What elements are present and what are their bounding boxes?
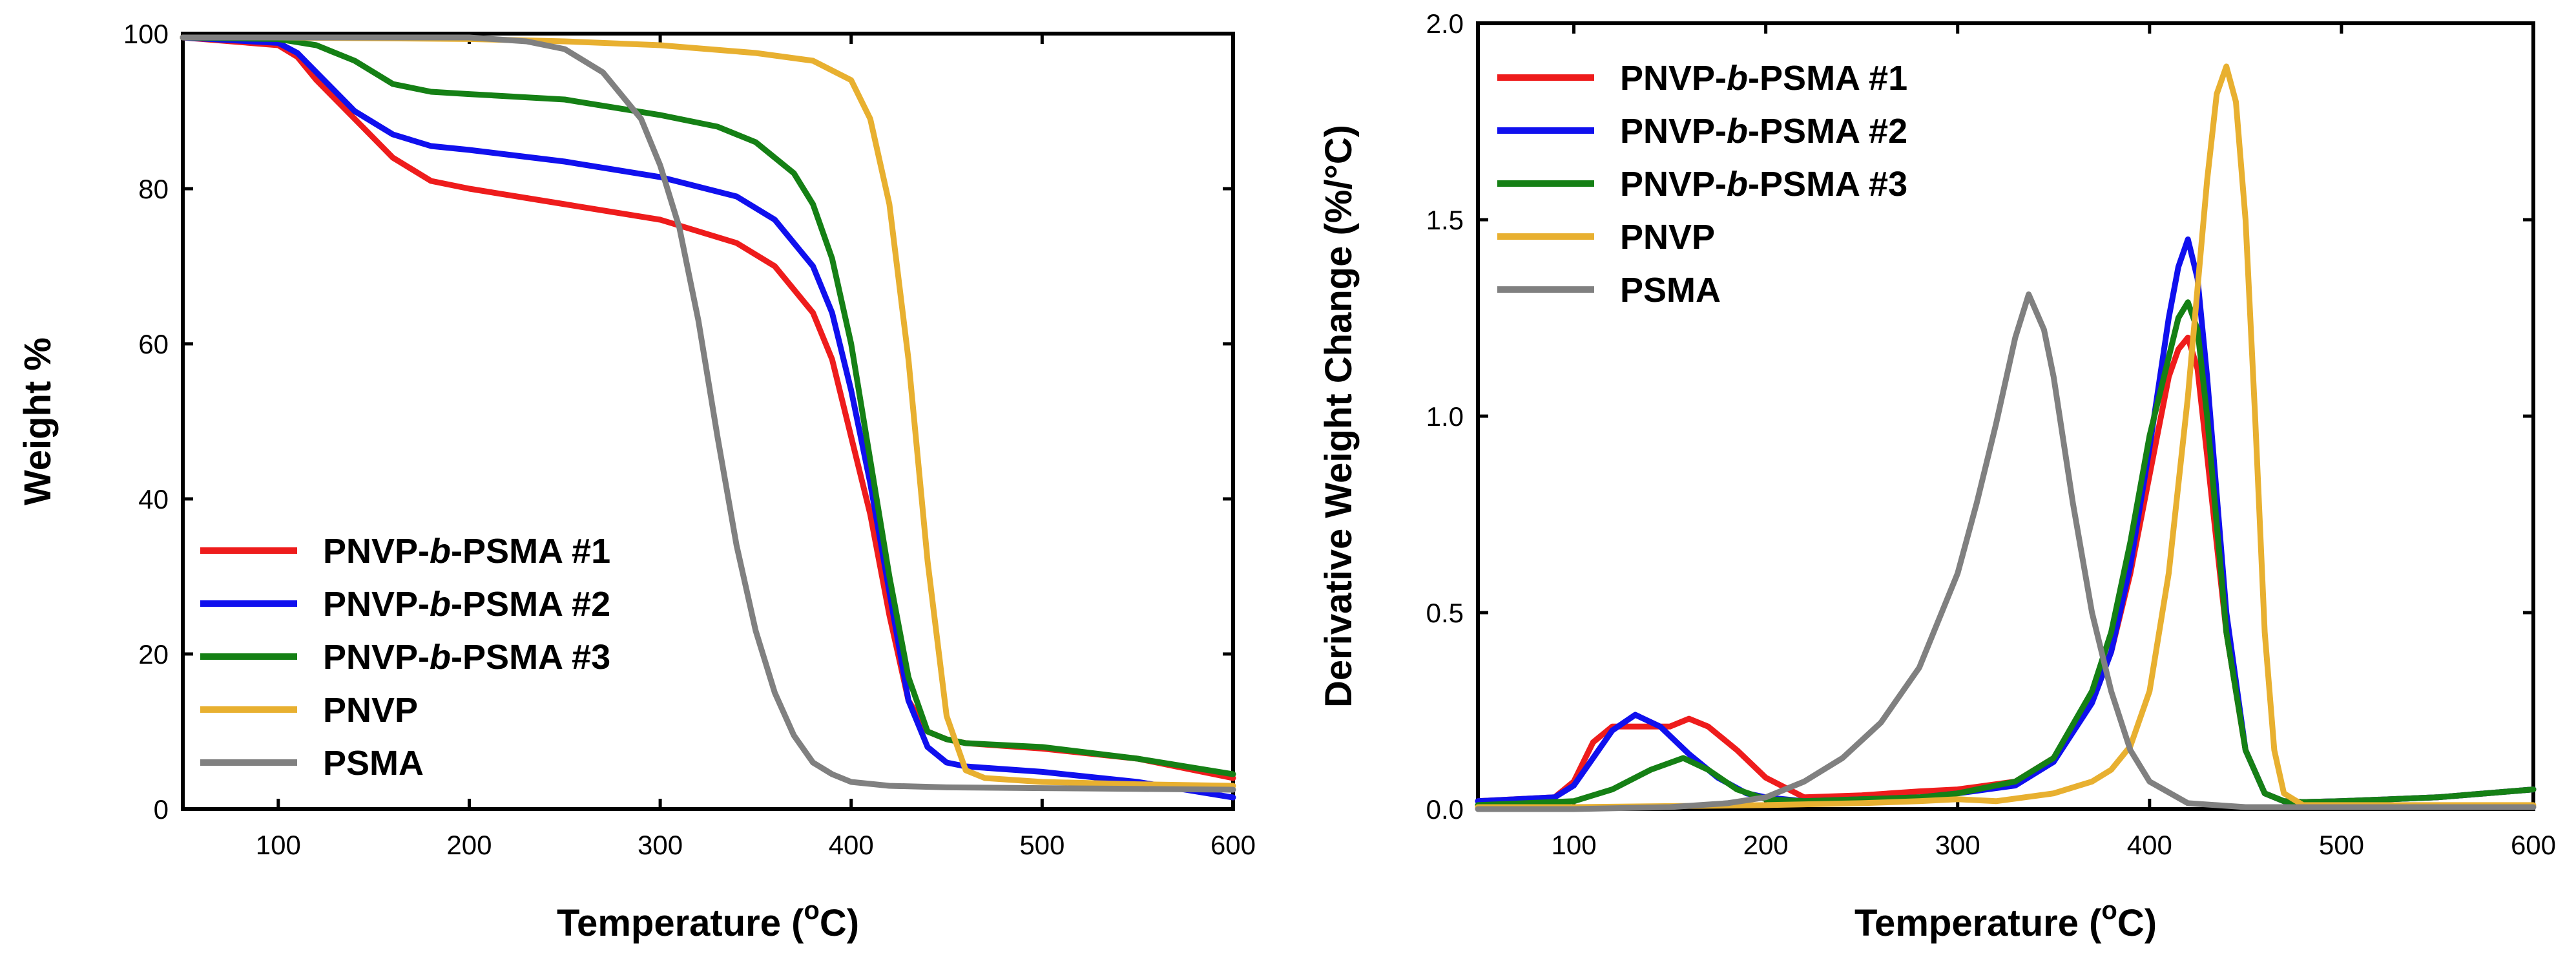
x-tick-label: 600: [1210, 830, 1256, 860]
x-tick-label: 400: [2127, 830, 2172, 860]
series-line-pnvp: [1475, 63, 2537, 810]
y-axis-label: Weight %: [17, 337, 59, 505]
x-tick-label: 300: [638, 830, 683, 860]
x-tick-label: 400: [829, 830, 874, 860]
legend-label: PNVP-b-PSMA #3: [323, 638, 610, 677]
series-group: [180, 34, 1236, 801]
legend-label: PNVP-b-PSMA #2: [1620, 112, 1907, 151]
legend-label: PSMA: [323, 744, 424, 783]
legend-label: PNVP-b-PSMA #3: [1620, 165, 1907, 204]
y-tick-label: 0.0: [1426, 794, 1464, 825]
y-tick-label: 60: [138, 329, 169, 359]
x-tick-label: 600: [2511, 830, 2556, 860]
x-tick-label: 300: [1935, 830, 1980, 860]
x-tick-label: 100: [256, 830, 301, 860]
y-tick-label: 1.0: [1426, 401, 1464, 432]
y-tick-label: 2.0: [1426, 8, 1464, 39]
y-axis: 0.0 0.5 1.0 1.5 2.0: [1426, 8, 2533, 825]
legend-label: PNVP-b-PSMA #1: [323, 532, 610, 571]
y-tick-label: 80: [138, 174, 169, 204]
legend-label: PNVP-b-PSMA #1: [1620, 59, 1907, 98]
series-line-pnvp-b-psma-2: [180, 34, 1236, 801]
y-tick-label: 100: [123, 19, 169, 49]
series-line-psma: [1475, 291, 2537, 812]
x-axis-label: Temperature (oC): [557, 896, 859, 944]
y-axis-label: Derivative Weight Change (%/°C): [1318, 125, 1360, 708]
series-group: [1475, 63, 2537, 812]
legend: PNVP-b-PSMA #1 PNVP-b-PSMA #2 PNVP-b-PSMA …: [200, 532, 610, 783]
x-tick-label: 200: [446, 830, 492, 860]
y-tick-label: 0.5: [1426, 598, 1464, 628]
x-tick-label: 500: [1019, 830, 1065, 860]
x-tick-label: 200: [1743, 830, 1789, 860]
series-line-pnvp-b-psma-2: [1475, 236, 2537, 805]
dtg-derivative-chart: 100 200 300 400 500 600 0.0 0.5 1.0 1.5 2.0 Tempe…: [1318, 8, 2556, 944]
x-tick-label: 500: [2319, 830, 2364, 860]
legend-label: PNVP-b-PSMA #2: [323, 585, 610, 624]
x-axis-label: Temperature (oC): [1854, 896, 2157, 944]
tga-weight-chart: 100 200 300 400 500 600 0 20 40 60 80 100 Temperat…: [17, 19, 1256, 944]
plot-frame: [181, 32, 1235, 811]
y-tick-label: 0: [154, 794, 169, 825]
series-line-pnvp: [180, 34, 1236, 789]
legend: PNVP-b-PSMA #1 PNVP-b-PSMA #2 PNVP-b-PSMA …: [1497, 59, 1907, 310]
x-axis: 100 200 300 400 500 600: [256, 34, 1256, 860]
x-tick-label: 100: [1552, 830, 1597, 860]
series-line-pnvp-b-psma-3: [180, 34, 1236, 777]
legend-label: PSMA: [1620, 271, 1721, 310]
y-tick-label: 1.5: [1426, 205, 1464, 235]
legend-label: PNVP: [323, 691, 418, 730]
y-axis: 0 20 40 60 80 100: [123, 19, 1233, 825]
series-line-psma: [180, 34, 1236, 793]
y-tick-label: 40: [138, 484, 169, 514]
series-line-pnvp-b-psma-1: [1475, 334, 2537, 805]
legend-label: PNVP: [1620, 218, 1715, 257]
y-tick-label: 20: [138, 639, 169, 669]
series-line-pnvp-b-psma-3: [1475, 299, 2537, 808]
